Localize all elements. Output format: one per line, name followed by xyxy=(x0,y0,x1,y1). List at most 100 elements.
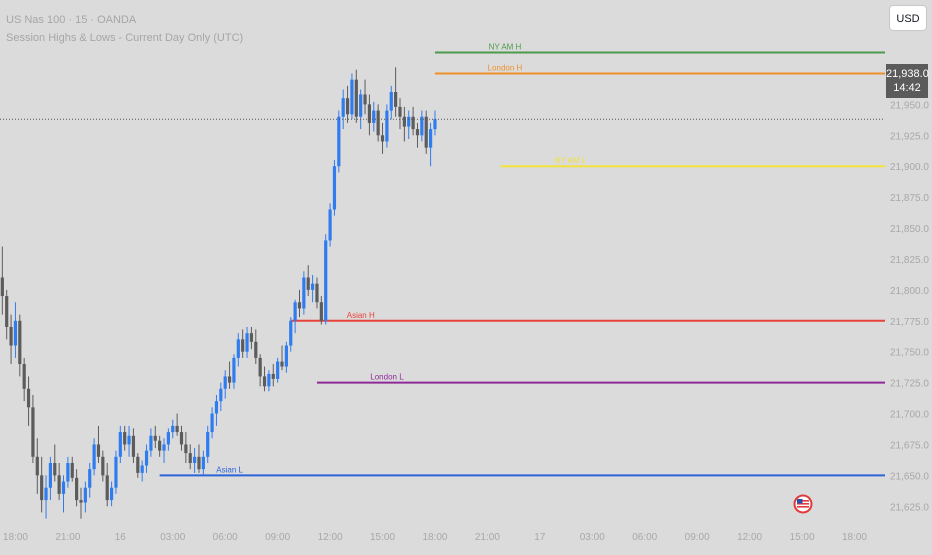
us-flag-event-icon[interactable] xyxy=(793,494,813,514)
candle-body xyxy=(131,435,136,457)
x-tick-label: 03:00 xyxy=(580,532,605,543)
candle-body xyxy=(345,98,350,115)
candle-body xyxy=(166,432,170,445)
x-tick-label: 15:00 xyxy=(370,532,395,543)
candle-body xyxy=(311,283,315,290)
candle-body xyxy=(53,462,57,476)
candle-body xyxy=(197,456,201,470)
x-tick-label: 09:00 xyxy=(265,532,290,543)
candle-body xyxy=(289,320,293,346)
candle-body xyxy=(40,475,44,501)
candle-body xyxy=(31,407,35,457)
candle-body xyxy=(219,388,223,402)
candle-body xyxy=(179,432,184,445)
candle-body xyxy=(162,444,166,451)
x-tick-label: 18:00 xyxy=(422,532,447,543)
candle-body xyxy=(420,116,424,136)
candle-body xyxy=(245,333,249,352)
candle-body xyxy=(105,475,109,501)
last-price-label: 21,938.0 14:42 xyxy=(886,64,929,98)
candle-body xyxy=(415,129,420,136)
candle-body xyxy=(350,79,354,115)
candle-body xyxy=(149,435,153,451)
candle-body xyxy=(398,106,402,117)
candle-body xyxy=(83,487,87,503)
candle-body xyxy=(258,357,262,377)
candle-body xyxy=(376,110,380,136)
candle-body xyxy=(385,110,389,142)
y-tick-label: 21,650.0 xyxy=(890,471,929,482)
candle-body xyxy=(26,388,31,408)
candle-body xyxy=(92,444,96,470)
candle-body xyxy=(249,333,254,342)
candle-body xyxy=(276,361,280,379)
y-tick-label: 21,725.0 xyxy=(890,379,929,390)
candle-body xyxy=(140,465,144,473)
candle-body xyxy=(75,477,79,501)
candle-body xyxy=(262,376,267,387)
candle-body xyxy=(293,302,297,321)
candle-body xyxy=(35,456,39,476)
candle-body xyxy=(18,320,22,365)
y-tick-label: 21,625.0 xyxy=(890,502,929,513)
candle-body xyxy=(193,456,197,463)
candle-body xyxy=(153,435,157,441)
x-tick-label: 21:00 xyxy=(55,532,80,543)
x-tick-label: 12:00 xyxy=(737,532,762,543)
candle-body xyxy=(315,283,319,303)
candle-body xyxy=(241,339,245,352)
y-tick-label: 21,900.0 xyxy=(890,162,929,173)
candle-body xyxy=(306,277,310,290)
candle-body xyxy=(96,444,101,457)
candle-body xyxy=(66,462,70,482)
candle-body xyxy=(302,277,306,309)
session-level-label: NY AM H xyxy=(489,42,522,51)
candle-body xyxy=(319,302,323,321)
candle-body xyxy=(158,440,162,451)
candle-body xyxy=(171,425,175,433)
candle-body xyxy=(402,116,406,127)
candle-body xyxy=(13,320,18,346)
last-price-value: 21,938.0 xyxy=(886,68,929,80)
candle-body xyxy=(332,166,337,210)
candle-body xyxy=(70,462,74,478)
candle-body xyxy=(214,401,219,414)
candle-body xyxy=(57,475,61,494)
candle-body xyxy=(411,116,415,130)
y-tick-label: 21,875.0 xyxy=(890,193,929,204)
candle-body xyxy=(79,500,83,503)
x-tick-label: 12:00 xyxy=(318,532,343,543)
candle-body xyxy=(175,425,179,433)
candle-body xyxy=(232,357,236,383)
candle-body xyxy=(372,110,376,123)
candle-body xyxy=(223,376,227,389)
candle-body xyxy=(394,92,398,107)
x-tick-label: 18:00 xyxy=(3,532,28,543)
y-tick-label: 21,825.0 xyxy=(890,255,929,266)
candle-body xyxy=(61,481,66,494)
candle-body xyxy=(297,302,302,309)
candle-body xyxy=(48,462,52,488)
candle-body xyxy=(114,456,118,488)
candle-body xyxy=(5,296,9,327)
candle-body xyxy=(280,361,284,367)
candle-body xyxy=(428,129,433,148)
candle-body xyxy=(328,209,332,241)
candle-body xyxy=(109,487,114,501)
session-level-label: NY AM L xyxy=(555,156,587,165)
candle-body xyxy=(9,326,13,346)
x-tick-label: 17 xyxy=(534,532,546,543)
x-tick-label: 16 xyxy=(115,532,127,543)
candle-body xyxy=(407,116,411,127)
candle-body xyxy=(367,104,372,123)
y-tick-label: 21,775.0 xyxy=(890,317,929,328)
x-tick-label: 18:00 xyxy=(842,532,867,543)
candle-body xyxy=(433,119,437,130)
candle-body xyxy=(363,94,367,105)
candle-body xyxy=(127,435,131,445)
currency-button[interactable]: USD xyxy=(889,5,927,31)
candle-body xyxy=(324,240,328,321)
candle-body xyxy=(22,364,26,389)
